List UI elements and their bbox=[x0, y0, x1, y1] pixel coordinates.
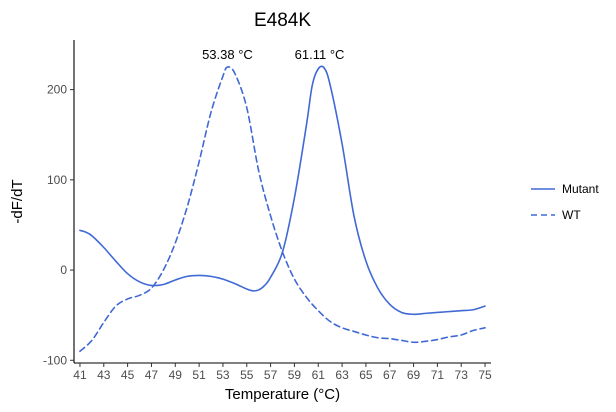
x-tick-label: 43 bbox=[97, 368, 111, 382]
y-tick-label: 200 bbox=[47, 83, 67, 97]
x-tick-label: 75 bbox=[478, 368, 492, 382]
y-tick-label: 100 bbox=[47, 173, 67, 187]
x-tick-label: 45 bbox=[121, 368, 135, 382]
x-tick-label: 67 bbox=[383, 368, 397, 382]
x-tick-label: 71 bbox=[431, 368, 445, 382]
x-tick-label: 51 bbox=[192, 368, 206, 382]
x-tick-label: 55 bbox=[240, 368, 254, 382]
x-tick-label: 69 bbox=[407, 368, 421, 382]
peak-annotation: 61.11 °C bbox=[295, 47, 345, 62]
x-tick-label: 57 bbox=[264, 368, 278, 382]
x-axis-title: Temperature (°C) bbox=[225, 386, 340, 403]
x-tick-label: 61 bbox=[312, 368, 326, 382]
x-tick-label: 53 bbox=[216, 368, 230, 382]
x-tick-label: 65 bbox=[359, 368, 373, 382]
x-axis: 41 43 45 47 49 51 53 55 57 59 61 63 65 67 69 71 73 75 bbox=[73, 362, 492, 382]
x-tick-label: 47 bbox=[145, 368, 159, 382]
x-tick-label: 49 bbox=[169, 368, 183, 382]
chart-title: E484K bbox=[254, 10, 311, 31]
x-tick-label: 73 bbox=[455, 368, 469, 382]
legend-label-mutant: Mutant bbox=[562, 182, 599, 196]
y-axis-title: -dF/dT bbox=[9, 179, 26, 223]
legend-label-wt: WT bbox=[562, 208, 581, 222]
legend: Mutant WT bbox=[531, 182, 599, 222]
x-tick-label: 63 bbox=[335, 368, 349, 382]
y-axis: -100 0 100 200 bbox=[43, 40, 75, 367]
x-tick-label: 59 bbox=[288, 368, 302, 382]
series-line-mutant bbox=[79, 65, 486, 316]
peak-annotation: 53.38 °C bbox=[202, 47, 253, 62]
peak-annotations: 53.38 °C 61.11 °C bbox=[202, 47, 344, 62]
series-line-wt bbox=[79, 66, 486, 353]
x-tick-label: 41 bbox=[73, 368, 87, 382]
y-tick-label: 0 bbox=[60, 263, 67, 277]
plot-area bbox=[79, 65, 486, 353]
y-tick-label: -100 bbox=[43, 353, 67, 367]
